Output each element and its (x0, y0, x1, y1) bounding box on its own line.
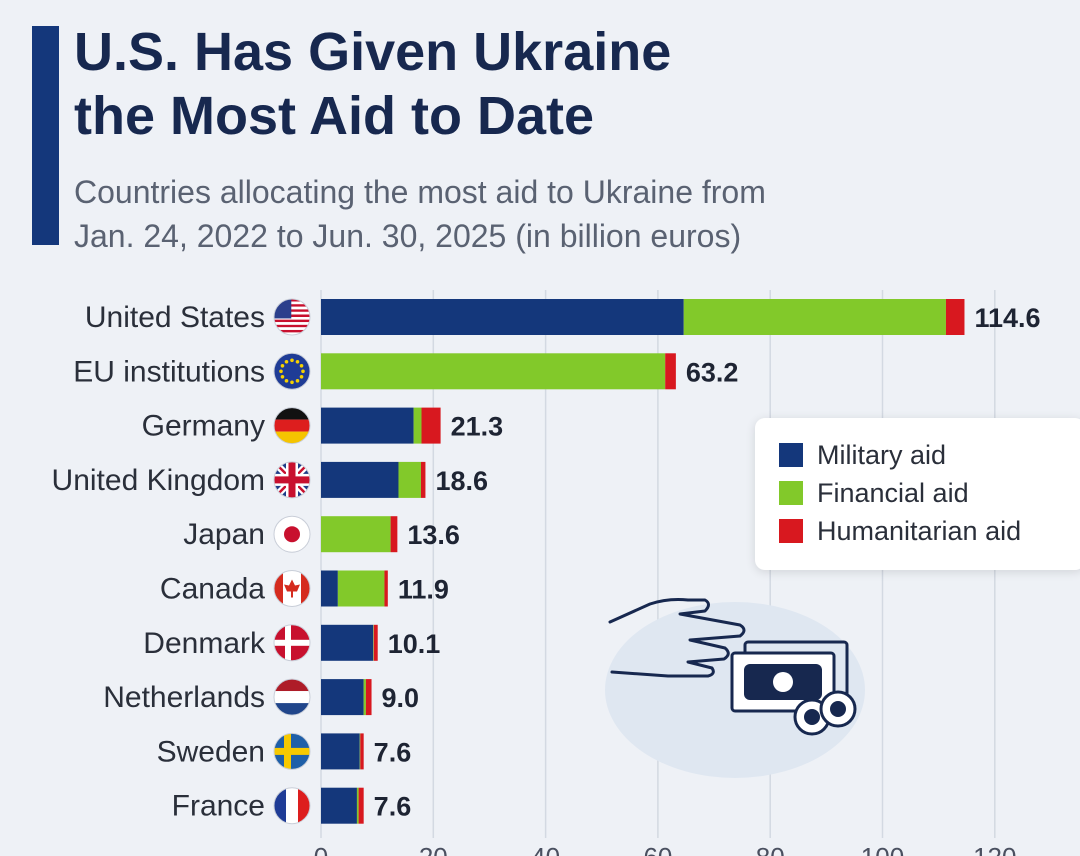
x-tick-label: 100 (861, 842, 904, 856)
bar-segment (665, 353, 676, 390)
chart-title: U.S. Has Given Ukraine the Most Aid to D… (74, 20, 1064, 148)
category-label: EU institutions (73, 355, 265, 388)
denmark-flag-icon (274, 624, 310, 661)
bar-segment (321, 353, 666, 390)
x-tick-label: 80 (756, 842, 785, 856)
canada-flag-icon (274, 570, 310, 607)
category-label: Netherlands (103, 681, 265, 714)
total-value-label: 7.6 (374, 792, 412, 822)
bar-segment (413, 407, 422, 444)
title-line-1: U.S. Has Given Ukraine (74, 22, 672, 82)
bar-segment (321, 679, 364, 716)
bar-segment (421, 407, 441, 444)
category-label: Canada (160, 573, 265, 606)
category-label: Japan (183, 518, 265, 551)
category-label: United States (85, 301, 265, 334)
category-label: United Kingdom (52, 464, 265, 497)
germany-flag-icon (274, 407, 310, 444)
legend-label: Humanitarian aid (817, 515, 1022, 546)
total-value-label: 11.9 (398, 575, 449, 605)
bar-segment (365, 679, 372, 716)
total-value-label: 13.6 (407, 520, 460, 550)
bar-segment (384, 570, 388, 607)
bar-segment (398, 461, 421, 498)
chart-subtitle: Countries allocating the most aid to Ukr… (74, 170, 1064, 258)
bar-segment (321, 787, 357, 824)
total-value-label: 18.6 (435, 466, 488, 496)
x-axis-ticks: 0 20 40 60 80 100 120 (314, 842, 1017, 856)
bar-segment (337, 570, 385, 607)
bar-segment (321, 733, 360, 770)
bar-segment (321, 299, 684, 335)
category-label: Germany (142, 410, 265, 443)
france-flag-icon (274, 787, 310, 824)
bar-segment (945, 299, 965, 335)
total-value-label: 10.1 (388, 629, 441, 659)
bar-segment (683, 299, 946, 335)
total-value-label: 21.3 (451, 412, 504, 442)
uk-flag-icon (274, 461, 310, 498)
legend-item: Humanitarian aid (779, 512, 1080, 550)
bar-segment (373, 624, 374, 661)
labels: 114.6 United States 63.2 EU institutions 21.… (52, 301, 1041, 823)
category-label: Denmark (143, 627, 266, 660)
netherlands-flag-icon (274, 679, 310, 716)
legend-swatch (779, 481, 803, 505)
subtitle-line-1: Countries allocating the most aid to Ukr… (74, 174, 766, 210)
flags (273, 298, 311, 825)
us-flag-icon (274, 299, 310, 335)
eu-flag-icon (274, 353, 310, 390)
title-line-2: the Most Aid to Date (74, 86, 594, 146)
total-value-label: 7.6 (374, 737, 412, 767)
x-tick-label: 120 (973, 842, 1016, 856)
bar-segment (356, 787, 359, 824)
category-label: Sweden (157, 735, 265, 768)
total-value-label: 9.0 (382, 683, 420, 713)
legend-item: Military aid (779, 436, 1080, 474)
bar-segment (358, 787, 364, 824)
bar-segment (321, 570, 338, 607)
bar-segment (321, 407, 414, 444)
subtitle-line-2: Jan. 24, 2022 to Jun. 30, 2025 (in billi… (74, 218, 742, 254)
sweden-flag-icon (274, 733, 310, 770)
bar-segment (321, 516, 391, 553)
category-label: France (172, 790, 265, 823)
japan-flag-icon (274, 516, 310, 553)
total-value-label: 114.6 (974, 303, 1040, 333)
bar-segment (321, 461, 399, 498)
bar-segment (363, 679, 366, 716)
bar-segment (390, 516, 398, 553)
bars (321, 299, 965, 824)
bar-segment (359, 733, 361, 770)
legend-swatch (779, 519, 803, 543)
hand-giving-money-icon (605, 598, 865, 778)
legend-label: Military aid (817, 439, 947, 470)
bar-segment (420, 461, 426, 498)
x-tick-label: 60 (643, 842, 672, 856)
x-tick-label: 40 (531, 842, 560, 856)
bar-segment (321, 624, 374, 661)
legend-swatch (779, 443, 803, 467)
bar-segment (360, 733, 364, 770)
total-value-label: 63.2 (686, 357, 739, 387)
bar-segment (373, 624, 378, 661)
x-tick-label: 0 (314, 842, 328, 856)
legend-label: Financial aid (817, 477, 969, 508)
x-tick-label: 20 (419, 842, 448, 856)
title-accent-bar (32, 26, 59, 245)
legend: Military aid Financial aid Humanitarian ai… (755, 418, 1080, 570)
legend-item: Financial aid (779, 474, 1080, 512)
